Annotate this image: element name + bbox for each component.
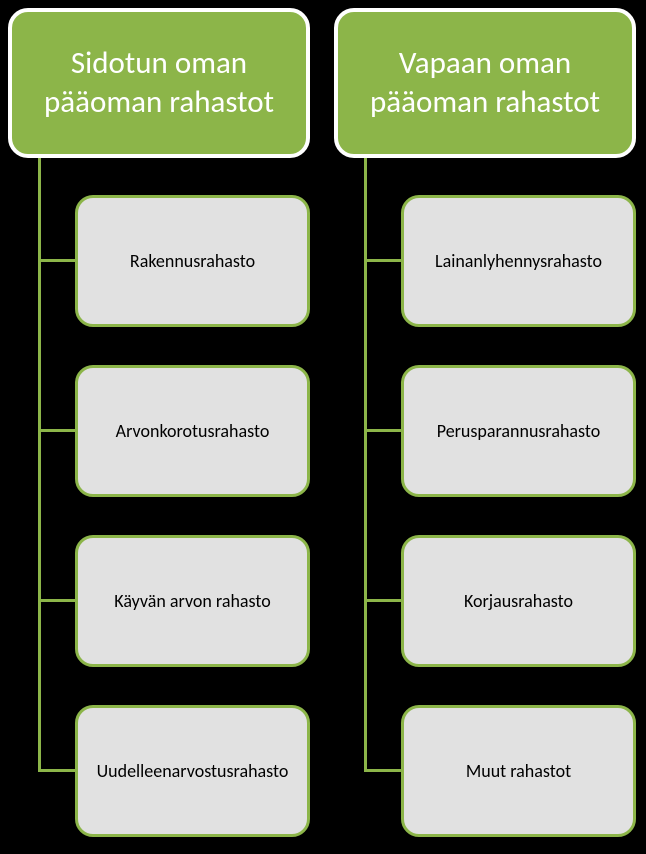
child-text: Muut rahastot — [466, 760, 571, 782]
child-box: Muut rahastot — [401, 705, 636, 837]
child-text: Arvonkorotusrahasto — [116, 420, 270, 442]
header-box-left: Sidotun oman pääoman rahastot — [8, 8, 310, 158]
connector-horizontal — [38, 769, 75, 772]
child-box: Rakennusrahasto — [75, 195, 310, 327]
child-box: Käyvän arvon rahasto — [75, 535, 310, 667]
connector-horizontal — [364, 599, 401, 602]
connector-vertical — [38, 158, 41, 771]
header-box-right: Vapaan oman pääoman rahastot — [334, 8, 636, 158]
child-box: Korjausrahasto — [401, 535, 636, 667]
connector-horizontal — [364, 259, 401, 262]
child-box: Perusparannusrahasto — [401, 365, 636, 497]
child-text: Perusparannusrahasto — [437, 420, 600, 442]
connector-horizontal — [38, 429, 75, 432]
connector-horizontal — [38, 259, 75, 262]
child-text: Käyvän arvon rahasto — [114, 590, 270, 612]
header-text: Sidotun oman pääoman rahastot — [24, 44, 294, 122]
child-box: Arvonkorotusrahasto — [75, 365, 310, 497]
child-box: Uudelleenarvostusrahasto — [75, 705, 310, 837]
connector-horizontal — [364, 429, 401, 432]
child-text: Korjausrahasto — [464, 590, 573, 612]
connector-vertical — [364, 158, 367, 771]
header-text: Vapaan oman pääoman rahastot — [350, 44, 620, 122]
connector-horizontal — [38, 599, 75, 602]
child-box: Lainanlyhennysrahasto — [401, 195, 636, 327]
child-text: Lainanlyhennysrahasto — [435, 250, 602, 272]
child-text: Uudelleenarvostusrahasto — [97, 760, 289, 782]
connector-horizontal — [364, 769, 401, 772]
child-text: Rakennusrahasto — [130, 250, 255, 272]
